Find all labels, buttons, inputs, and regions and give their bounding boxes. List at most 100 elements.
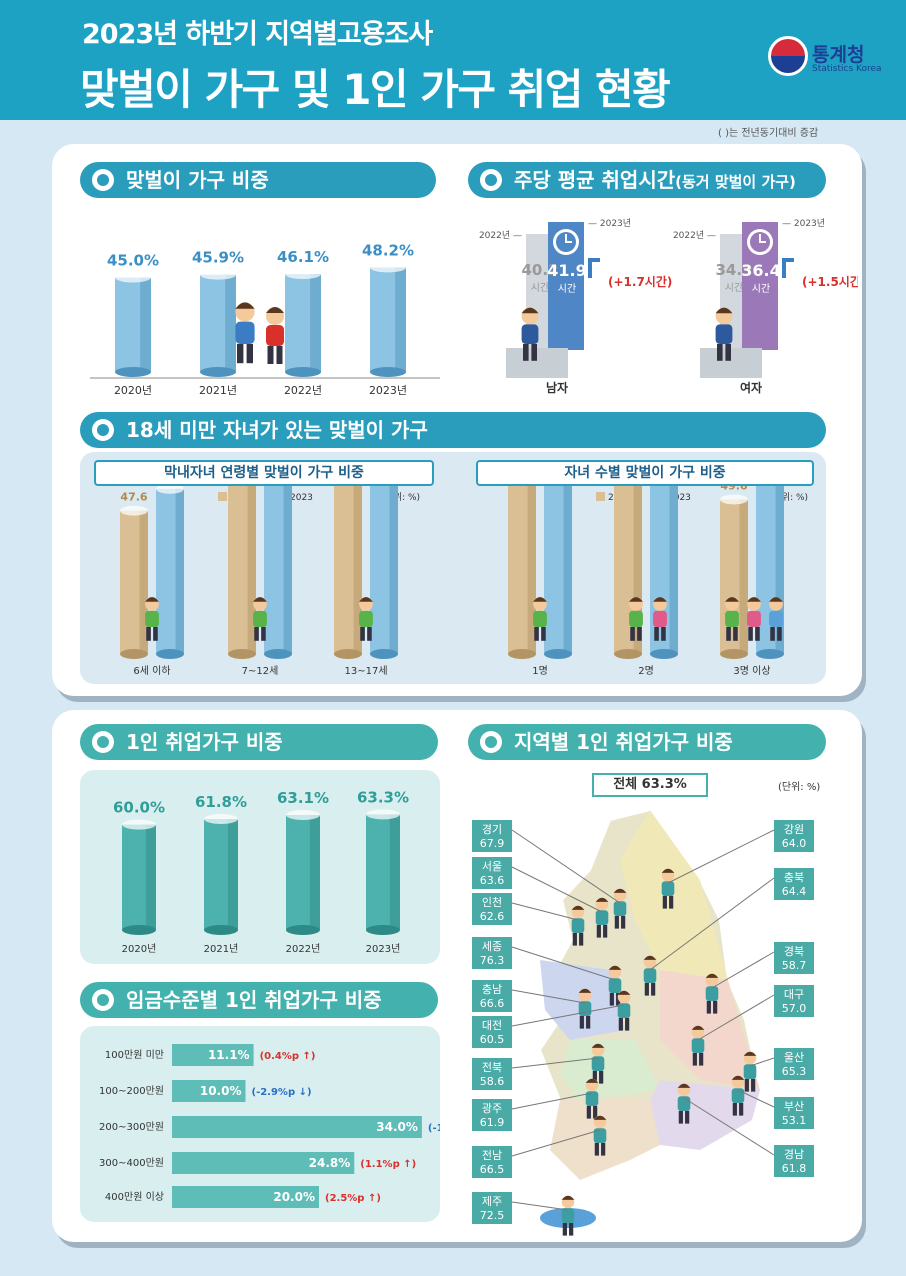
person-pin-icon-leg-l — [744, 1079, 749, 1092]
unit-label: (단위: %) — [770, 492, 808, 503]
subtitle-youngest-age: 막내자녀 연령별 맞벌이 가구 비중 — [94, 460, 434, 486]
bar — [115, 272, 151, 377]
person-pin-icon — [608, 965, 622, 1006]
child-figure-icon-leg-l — [748, 627, 753, 641]
report-title: 맞벌이 가구 및 1인 가구 취업 현황 — [80, 65, 671, 114]
bar-2022-base — [720, 649, 748, 659]
bar-2023-base — [544, 649, 572, 659]
region-name: 경북 — [784, 945, 804, 958]
person-pin-icon — [661, 868, 675, 909]
category-label: 400만원 이상 — [105, 1191, 164, 1203]
person-pin-icon-hair — [691, 1025, 705, 1030]
child-figure-icon-leg-r — [777, 627, 782, 641]
person-pin-icon-hair — [595, 897, 609, 902]
section-wage-share: 임금수준별 1인 취업가구 비중 — [80, 982, 438, 1018]
leader-line — [511, 1092, 593, 1110]
person-pin-icon-hair — [571, 905, 585, 910]
child-figure-icon-hair — [629, 597, 643, 602]
clock-hands — [565, 234, 572, 243]
bar-2023 — [264, 486, 292, 659]
region-name: 전북 — [482, 1061, 502, 1074]
person-pin-icon-leg-r — [625, 1018, 630, 1031]
child-figure-icon — [629, 597, 643, 641]
person-pin-icon-shirt — [608, 978, 622, 993]
female-worker-icon-shirt — [715, 324, 733, 344]
bar-top — [286, 809, 320, 820]
change-label: (1.1%p ↑) — [360, 1159, 416, 1170]
person-pin-icon — [571, 905, 585, 946]
change-label: (-2.9%p ↓) — [252, 1087, 312, 1098]
leader-line — [511, 1004, 625, 1027]
up-arrow-icon — [588, 258, 600, 278]
person-pin-icon-leg-r — [603, 925, 608, 938]
mother-figure-icon — [266, 307, 284, 364]
leader-line — [711, 951, 775, 989]
bar-base — [115, 367, 151, 377]
person-pin-icon — [705, 973, 719, 1014]
person-pin-icon-hair — [608, 965, 622, 970]
youngest-age-chart: 20222023(단위: %)47.651.56세 이하55.658.67~12… — [120, 486, 420, 677]
bar-2023 — [156, 486, 184, 659]
section-weekly-hours: 주당 평균 취업시간(동거 맞벌이 가구) — [468, 162, 826, 198]
bullet-icon — [480, 731, 502, 753]
tick-label: 6세 이하 — [133, 664, 170, 677]
value-2023: 41.9 — [547, 261, 586, 280]
child-figure-icon-shirt — [747, 610, 761, 627]
change-label: (0.4%p ↑) — [260, 1051, 316, 1062]
child-figure-icon-leg-r — [661, 627, 666, 641]
bar-shade — [225, 274, 236, 372]
bar-base — [370, 367, 406, 377]
korea-map: 경기67.9서울63.6인천62.6세종76.3충남66.6대전60.5전북58… — [472, 808, 814, 1236]
person-pin-icon-leg-r — [751, 1079, 756, 1092]
person-pin-icon-hair — [643, 955, 657, 960]
region-value: 66.5 — [480, 1163, 505, 1176]
unit-label: (단위: %) — [382, 492, 420, 503]
legend-swatch-2022 — [596, 492, 605, 501]
bar-2022-top — [120, 505, 148, 516]
bar-2023-base — [156, 649, 184, 659]
bar-2022-base — [334, 649, 362, 659]
bar — [285, 269, 321, 377]
bar-2022 — [120, 505, 148, 659]
child-figure-icon — [653, 597, 667, 641]
person-pin-icon-leg-r — [621, 916, 626, 929]
category-label: 100만원 미만 — [105, 1049, 164, 1061]
person-pin-icon-leg-l — [594, 1143, 599, 1156]
region-box — [774, 868, 814, 900]
bar-shade — [395, 267, 406, 372]
tick-label: 2020년 — [114, 384, 152, 397]
person-pin-icon-hair — [617, 990, 631, 995]
clock-hands — [759, 234, 766, 243]
bar-2023 — [544, 486, 572, 659]
data-label: 49.6 — [720, 486, 747, 492]
region-box — [774, 1145, 814, 1177]
region-value: 63.6 — [480, 874, 505, 887]
change-label: (-1.3%p ↓) — [428, 1123, 440, 1134]
bar-2022-top — [720, 494, 748, 505]
person-pin-icon — [561, 1195, 575, 1236]
bar — [172, 1080, 246, 1102]
bar-top — [366, 809, 400, 820]
person-pin-icon-leg-l — [732, 1103, 737, 1116]
header-banner: 2023년 하반기 지역별고용조사 맞벌이 가구 및 1인 가구 취업 현황 통… — [0, 0, 906, 120]
region-name: 서울 — [482, 860, 502, 873]
region-name: 광주 — [482, 1102, 502, 1115]
person-pin-icon-hair — [677, 1083, 691, 1088]
person-pin-icon-leg-r — [593, 1106, 598, 1119]
person-pin-icon-leg-r — [713, 1001, 718, 1014]
category-label: 300~400만원 — [99, 1157, 164, 1169]
data-label: 63.1% — [277, 789, 329, 807]
section-dual-income-share: 맞벌이 가구 비중 — [80, 162, 436, 198]
leader-line — [511, 989, 586, 1004]
child-figure-icon-shirt — [253, 610, 267, 627]
bullet-icon — [92, 169, 114, 191]
male-worker-icon-shirt — [521, 324, 539, 344]
change-note: ( )는 전년동기대비 증감 — [718, 128, 819, 139]
person-pin-icon-hair — [661, 868, 675, 873]
bar — [172, 1116, 422, 1138]
value-2022: 40.2 — [521, 261, 558, 279]
